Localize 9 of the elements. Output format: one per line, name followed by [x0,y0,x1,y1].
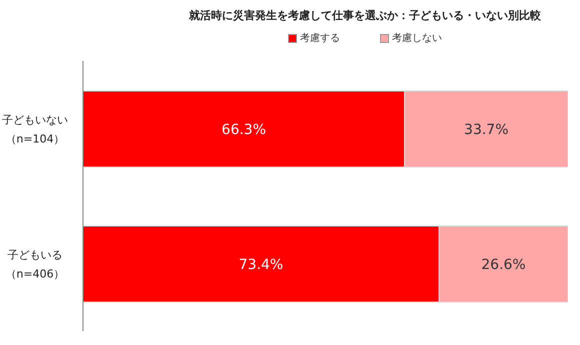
data-label: 26.6% [481,257,526,273]
legend-label: 考慮する [299,32,340,46]
y-tick-label: 子どもいる（n=406） [5,248,65,280]
data-label: 66.3% [222,122,266,138]
legend-label: 考慮しない [391,32,442,46]
data-label: 33.7% [464,122,509,138]
y-tick-label: 子どもいない（n=104） [2,114,68,146]
data-label: 73.4% [238,257,284,273]
chart-title: 就活時に災害発生を考慮して仕事を選ぶか：子どもいる・いない別比較 [188,8,542,24]
